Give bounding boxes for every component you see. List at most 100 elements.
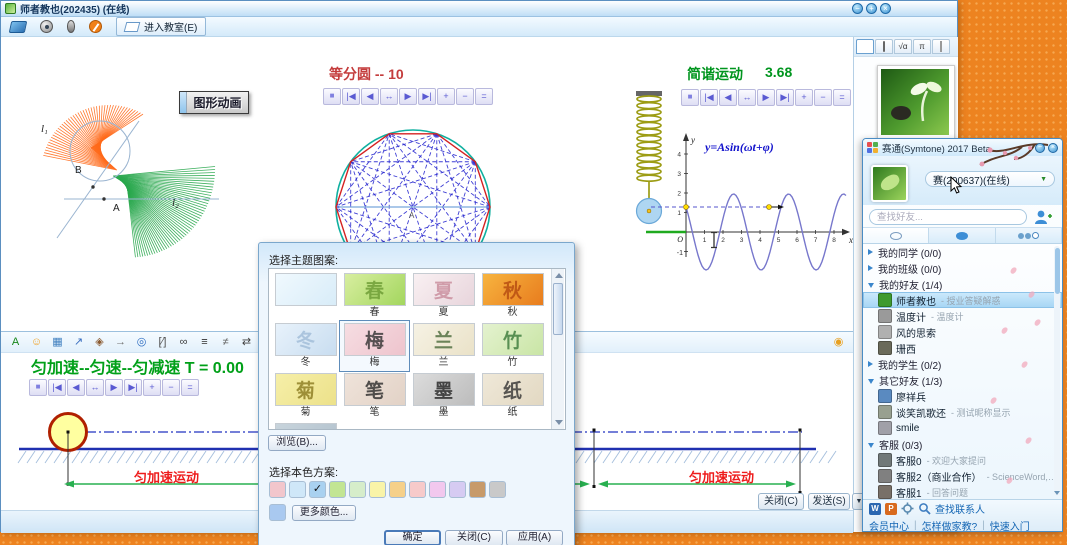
- marker-handle[interactable]: [592, 485, 596, 488]
- contact-group-row[interactable]: 客服 (0/3): [863, 436, 1062, 452]
- color-swatch[interactable]: [289, 481, 306, 498]
- chat-minimize-button[interactable]: −: [1035, 142, 1045, 153]
- search-input[interactable]: [869, 209, 1027, 225]
- chat-close-icon[interactable]: ×: [1048, 142, 1058, 153]
- self-status-dropdown[interactable]: 赛(200637)(在线) ▼: [925, 171, 1055, 187]
- image-icon[interactable]: ▦: [52, 336, 63, 348]
- sine-wave-plot[interactable]: 1 2 3 4 5 6 7 8 1 2 3 4 y x O -1: [641, 129, 856, 279]
- object-icon[interactable]: ◈: [95, 336, 104, 348]
- theme-thumbnail-墨[interactable]: 墨墨: [409, 371, 478, 421]
- send-button[interactable]: 发送(S): [808, 493, 850, 510]
- player-prev-button[interactable]: ◀: [67, 379, 85, 396]
- gear-icon[interactable]: [901, 502, 914, 515]
- scroll-down-icon[interactable]: [1054, 491, 1060, 495]
- player-first-button[interactable]: |◀: [48, 379, 66, 396]
- theme-thumbnail[interactable]: [271, 421, 340, 429]
- tab-chat[interactable]: [856, 39, 874, 54]
- thick-lines-icon[interactable]: ≡: [201, 336, 208, 348]
- color-swatch[interactable]: [449, 481, 466, 498]
- tab-notes[interactable]: [932, 39, 950, 54]
- microphone-icon[interactable]: [67, 20, 75, 33]
- contact-row[interactable]: 珊西: [863, 340, 1062, 356]
- player-play-button[interactable]: ▶: [757, 89, 775, 106]
- resize-icon[interactable]: ⇄: [241, 336, 252, 348]
- enter-classroom-button[interactable]: 进入教室(E): [116, 17, 207, 36]
- player-prev-button[interactable]: ◀: [361, 88, 379, 105]
- tab-symbols[interactable]: π: [913, 39, 931, 54]
- marker-handle[interactable]: [592, 428, 596, 432]
- player-first-button[interactable]: |◀: [700, 89, 718, 106]
- theme-thumbnail-兰[interactable]: 兰兰: [409, 321, 478, 371]
- player-loop-button[interactable]: ↔: [380, 88, 398, 105]
- player-stop-button[interactable]: ■: [681, 89, 699, 106]
- add-contact-icon[interactable]: [1033, 208, 1053, 226]
- dialog-close-button[interactable]: 关闭(C): [445, 530, 503, 545]
- theme-thumbnail-夏[interactable]: 夏夏: [409, 271, 478, 321]
- browse-button[interactable]: 浏览(B)...: [268, 435, 326, 451]
- font-color-icon[interactable]: A: [11, 336, 20, 348]
- player-last-button[interactable]: ▶|: [124, 379, 142, 396]
- marker-handle[interactable]: [798, 428, 802, 432]
- theme-thumbnail-纸[interactable]: 纸纸: [478, 371, 547, 421]
- pin-icon[interactable]: →: [115, 336, 126, 348]
- close-icon[interactable]: ×: [880, 3, 891, 14]
- player-minus-button[interactable]: −: [456, 88, 474, 105]
- find-contacts-link[interactable]: 查找联系人: [935, 505, 985, 516]
- emoticon-icon[interactable]: ☺: [30, 336, 43, 348]
- curve-marker-dot[interactable]: [766, 204, 772, 210]
- contact-row[interactable]: 廖祥兵: [863, 388, 1062, 404]
- contact-row[interactable]: 风的思索: [863, 324, 1062, 340]
- dialog-scrollbar[interactable]: [551, 269, 564, 429]
- color-swatch[interactable]: [389, 481, 406, 498]
- avatar[interactable]: [871, 165, 908, 202]
- theme-thumbnail-菊[interactable]: 菊菊: [271, 371, 340, 421]
- contact-group-row[interactable]: 我的同学 (0/0): [863, 244, 1062, 260]
- more-colors-button[interactable]: 更多颜色...: [292, 505, 356, 521]
- player-plus-button[interactable]: +: [795, 89, 813, 106]
- player-speed-button[interactable]: =: [833, 89, 851, 106]
- spring-mass-figure[interactable]: [633, 87, 673, 227]
- player-speed-button[interactable]: =: [181, 379, 199, 396]
- pen-tool-icon[interactable]: [89, 20, 102, 33]
- player-minus-button[interactable]: −: [814, 89, 832, 106]
- theme-thumbnail-梅[interactable]: 梅梅: [339, 320, 410, 372]
- extra-color-swatch[interactable]: [269, 504, 286, 521]
- theme-thumbnail-秋[interactable]: 秋秋: [478, 271, 547, 321]
- player-play-button[interactable]: ▶: [399, 88, 417, 105]
- player-speed-button[interactable]: =: [475, 88, 493, 105]
- theme-thumbnail-竹[interactable]: 竹竹: [478, 321, 547, 371]
- scroll-thumb[interactable]: [1054, 248, 1060, 294]
- tab-conversations[interactable]: [863, 228, 930, 243]
- contact-row[interactable]: 师者教也 - 授业答疑解惑: [863, 292, 1062, 308]
- player-prev-button[interactable]: ◀: [719, 89, 737, 106]
- chat-scrollbar[interactable]: [1054, 246, 1060, 496]
- color-swatch[interactable]: [369, 481, 386, 498]
- contact-row[interactable]: smile: [863, 420, 1062, 436]
- class-app-icon[interactable]: P: [885, 502, 897, 515]
- color-swatch[interactable]: [489, 481, 506, 498]
- ruled-lines-icon[interactable]: ≠: [222, 336, 229, 348]
- theme-thumbnail-笔[interactable]: 笔笔: [340, 371, 409, 421]
- tab-stamp[interactable]: [875, 39, 893, 54]
- theme-thumbnail[interactable]: [271, 271, 340, 321]
- color-swatch[interactable]: [269, 481, 286, 498]
- geometry-envelope-figure[interactable]: l₁ B A l₂: [19, 96, 264, 311]
- ok-button[interactable]: 确定: [384, 530, 441, 545]
- glasses-icon[interactable]: ∞: [179, 336, 188, 348]
- scroll-down-icon[interactable]: [555, 420, 563, 425]
- apply-button[interactable]: 应用(A): [506, 530, 563, 545]
- scroll-up-icon[interactable]: [555, 273, 563, 278]
- contact-row[interactable]: 温度计 - 温度计: [863, 308, 1062, 324]
- contact-group-row[interactable]: 我的班级 (0/0): [863, 260, 1062, 276]
- player-plus-button[interactable]: +: [143, 379, 161, 396]
- seedling-photo[interactable]: [877, 65, 955, 141]
- close-panel-button[interactable]: 关闭(C): [758, 493, 804, 510]
- color-swatch[interactable]: [409, 481, 426, 498]
- chat-titlebar[interactable]: 赛通(Symtone) 2017 Beta − ×: [863, 139, 1062, 156]
- maximize-button[interactable]: +: [866, 3, 877, 14]
- player-loop-button[interactable]: ↔: [738, 89, 756, 106]
- scienceword-icon[interactable]: W: [869, 502, 881, 515]
- contact-row[interactable]: 谈笑凯歌还 - 测试昵称显示: [863, 404, 1062, 420]
- player-stop-button[interactable]: ■: [29, 379, 47, 396]
- color-swatch[interactable]: [329, 481, 346, 498]
